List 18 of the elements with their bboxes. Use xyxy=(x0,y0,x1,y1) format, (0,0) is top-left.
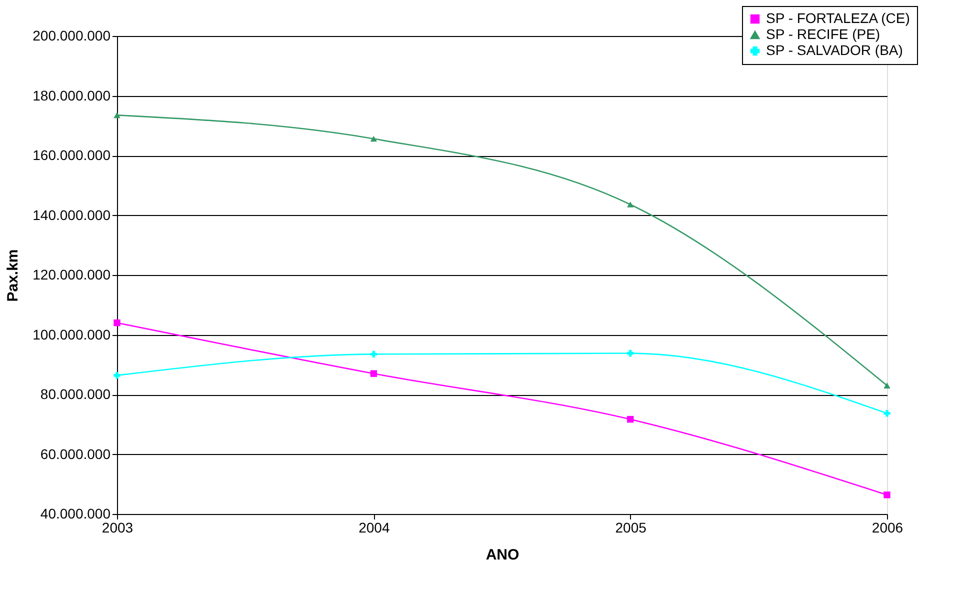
legend-label: SP - SALVADOR (BA) xyxy=(766,42,903,58)
y-tick-label: 60.000.000 xyxy=(40,446,111,462)
y-tick-label: 120.000.000 xyxy=(32,266,111,282)
x-tick-label: 2005 xyxy=(615,520,647,536)
y-tick-label: 200.000.000 xyxy=(32,28,111,44)
y-tick-label: 40.000.000 xyxy=(40,506,111,522)
legend-label: SP - FORTALEZA (CE) xyxy=(766,10,910,26)
x-axis-title: ANO xyxy=(486,546,520,564)
y-tick-label: 140.000.000 xyxy=(32,206,111,223)
x-tick-label: 2003 xyxy=(102,520,134,536)
x-tick-label: 2006 xyxy=(872,520,904,536)
legend-label: SP - RECIFE (PE) xyxy=(766,26,880,42)
x-tick-label: 2004 xyxy=(358,520,390,536)
y-tick-label: 160.000.000 xyxy=(32,147,111,163)
y-axis-title: Pax.km xyxy=(4,249,22,302)
y-tick-label: 100.000.000 xyxy=(32,326,111,342)
y-tick-label: 80.000.000 xyxy=(40,386,111,402)
y-tick-label: 180.000.000 xyxy=(32,87,111,104)
